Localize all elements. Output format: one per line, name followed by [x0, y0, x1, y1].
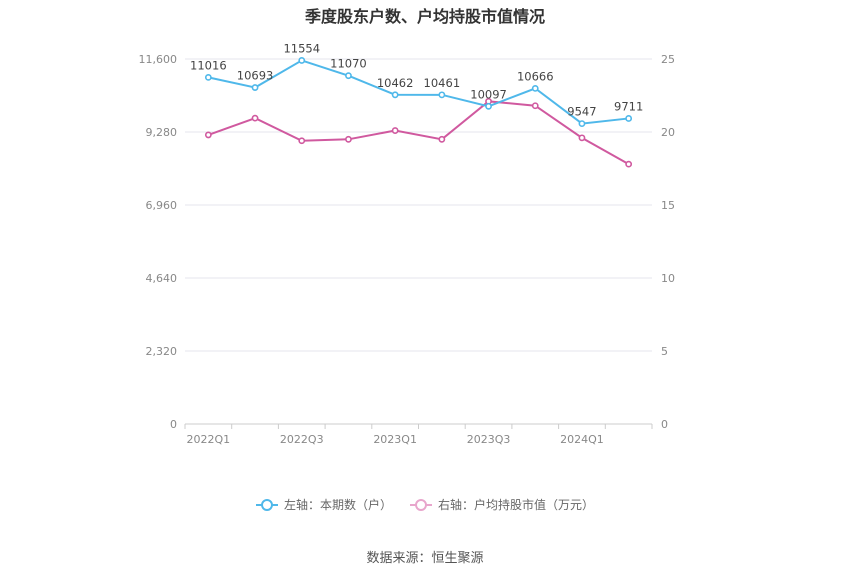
data-label: 10097 [470, 87, 507, 101]
point-avg-holding-value [345, 135, 352, 143]
legend-item-right-series[interactable]: 右轴：户均持股市值（万元） [410, 496, 594, 513]
point-avg-holding-value [625, 160, 633, 168]
point-avg-holding-value [391, 127, 399, 134]
line-avg-holding-value [208, 100, 630, 165]
point-shareholders [485, 102, 492, 110]
point-shareholders [578, 120, 586, 127]
series-layer [204, 57, 633, 168]
legend-line-icon [410, 498, 432, 511]
left-tick-label: 2,320 [146, 345, 178, 358]
point-shareholders [298, 57, 306, 64]
right-tick-label: 0 [661, 418, 668, 431]
left-tick-label: 0 [170, 418, 177, 431]
data-label: 11070 [330, 57, 367, 71]
x-tick-label: 2023Q1 [373, 433, 417, 446]
legend-label: 右轴：户均持股市值（万元） [438, 498, 595, 512]
point-shareholders [391, 91, 399, 99]
point-avg-holding-value [251, 114, 259, 122]
point-shareholders [625, 115, 633, 122]
point-avg-holding-value [531, 102, 539, 110]
point-shareholders [204, 73, 212, 81]
source-note: 数据来源：恒生聚源 [366, 551, 484, 566]
point-avg-holding-value [298, 137, 306, 145]
right-tick-label: 25 [661, 53, 675, 66]
legend-label: 左轴：本期数（户） [283, 498, 392, 512]
left-tick-label: 4,640 [146, 272, 178, 285]
right-tick-label: 5 [661, 345, 668, 358]
right-tick-label: 15 [661, 199, 675, 212]
chart-title: 季度股东户数、户均持股市值情况 [304, 7, 545, 26]
data-label: 9547 [567, 105, 596, 119]
point-shareholders [345, 72, 352, 80]
data-label: 10666 [517, 69, 554, 83]
left-tick-label: 6,960 [146, 199, 178, 212]
axis-layer: 0 2,320 4,640 6,960 9,280 11,600 0 5 10 15 20 25 202… [139, 53, 676, 446]
left-tick-label: 11,600 [139, 53, 178, 66]
data-label: 11554 [283, 41, 320, 55]
point-shareholders [438, 91, 446, 99]
data-label: 9711 [614, 99, 643, 113]
point-avg-holding-value [578, 134, 586, 142]
data-label: 11016 [190, 58, 227, 72]
right-tick-label: 20 [661, 126, 675, 139]
point-shareholders [531, 84, 539, 92]
right-tick-label: 10 [661, 272, 675, 285]
data-label: 10693 [237, 69, 274, 83]
point-shareholders [251, 84, 259, 91]
x-tick-label: 2022Q1 [187, 433, 231, 446]
x-tick-label: 2024Q1 [560, 433, 604, 446]
legend-item-left-series[interactable]: 左轴：本期数（户） [255, 496, 392, 513]
x-tick-label: 2023Q3 [467, 433, 511, 446]
data-label: 10461 [424, 76, 461, 90]
point-avg-holding-value [204, 131, 212, 139]
legend: 左轴：本期数（户） 右轴：户均持股市值（万元） [0, 496, 850, 513]
legend-line-icon [255, 498, 278, 511]
line-shareholders [208, 59, 629, 125]
point-avg-holding-value [438, 135, 446, 143]
label-layer: 11016 10693 11554 11070 10462 10461 10097 10666… [190, 41, 643, 118]
data-label: 10462 [377, 76, 414, 90]
left-tick-label: 9,280 [146, 126, 178, 139]
x-tick-label: 2022Q3 [280, 433, 324, 446]
